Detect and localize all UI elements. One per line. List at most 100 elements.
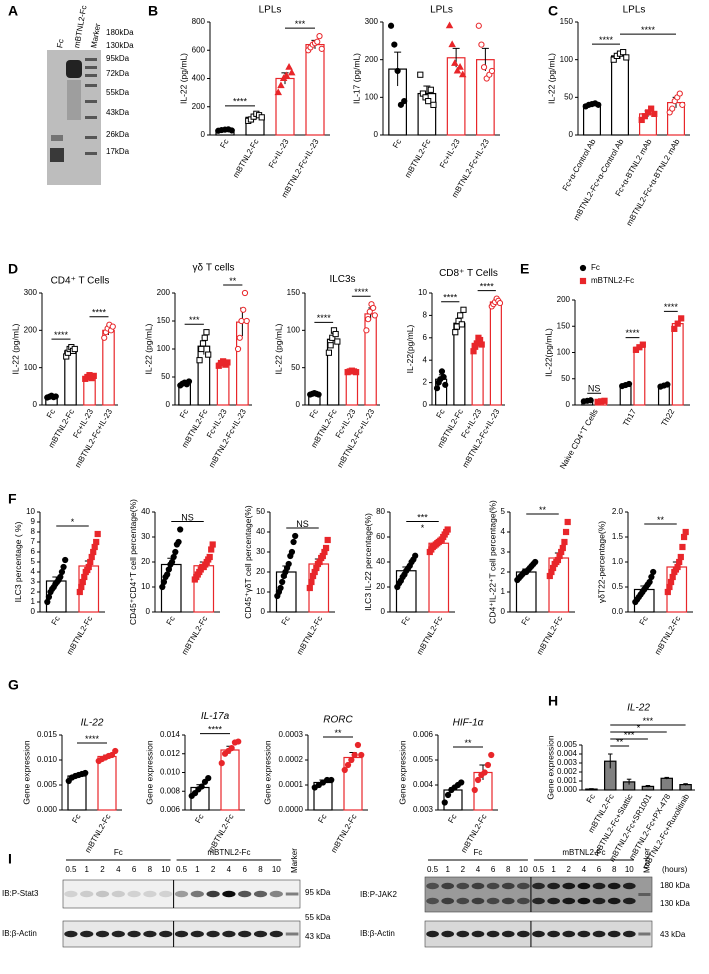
data-point: [364, 316, 372, 323]
lane-label: Marker: [89, 22, 102, 48]
x-tick-label: Fc+IL-23: [438, 137, 462, 170]
data-point: [274, 88, 283, 96]
chart-title: LPLs: [259, 5, 282, 16]
data-point: [71, 345, 78, 353]
significance-label: ****: [92, 308, 107, 318]
data-point: [445, 21, 454, 29]
marker-label: 26kDa: [106, 130, 130, 139]
y-axis-label: IL-22(pg/mL): [405, 325, 415, 374]
timepoint-label: 6: [491, 865, 496, 874]
y-tick-label: 200: [557, 295, 571, 304]
y-tick-label: 150: [287, 288, 301, 297]
y-tick-label: 100: [365, 92, 379, 101]
data-point: [387, 22, 395, 29]
timepoint-label: 0.5: [533, 865, 545, 874]
legend-label: mBTNL2-Fc: [591, 276, 634, 285]
blot-band: [426, 930, 439, 938]
data-point: [308, 578, 315, 586]
y-axis-label: Gene expression: [397, 740, 407, 805]
data-point: [175, 538, 182, 546]
y-axis-label: CD45⁺γδT cell percentage(%): [243, 505, 253, 619]
marker-label: 180 kDa: [660, 881, 690, 890]
significance-label: ****: [443, 293, 458, 303]
blot-band: [577, 897, 591, 905]
data-point: [241, 289, 249, 297]
marker-label: 130 kDa: [660, 899, 690, 908]
y-tick-label: 1.5: [612, 532, 624, 541]
marker-label: 72kDa: [106, 69, 130, 78]
data-point: [172, 548, 179, 556]
gel-band: [85, 58, 97, 61]
bar: [633, 346, 646, 406]
data-point: [170, 553, 177, 561]
blot-band: [190, 930, 204, 938]
data-point: [481, 769, 488, 776]
y-tick-label: 10: [26, 507, 35, 516]
y-tick-label: 1.0: [612, 557, 624, 566]
timepoint-label: 2: [567, 865, 572, 874]
data-point: [165, 566, 172, 573]
y-tick-label: 200: [157, 288, 171, 297]
x-tick-label: mBTNL2-Fc+α-Control Ab: [572, 137, 626, 222]
blot-band: [547, 930, 560, 938]
y-tick-label: 4: [31, 567, 36, 576]
data-point: [236, 334, 243, 341]
y-tick-label: 0.0: [612, 607, 624, 616]
blot-band: [501, 882, 515, 890]
blot-band: [206, 890, 220, 898]
y-tick-label: 100: [560, 55, 574, 64]
x-tick-label: mBTNL2-Fc: [329, 813, 358, 855]
x-tick-label: Fc: [400, 615, 412, 627]
x-tick-label: mBTNL2-Fc: [535, 615, 564, 657]
data-point: [351, 751, 358, 759]
y-tick-label: 30: [141, 532, 150, 541]
marker-label: 95 kDa: [305, 888, 331, 897]
blot-band: [471, 930, 485, 938]
timepoint-label: 10: [519, 865, 528, 874]
data-point: [682, 528, 689, 536]
timepoint-label: 2: [461, 865, 466, 874]
y-tick-label: 4: [501, 527, 506, 536]
data-point: [648, 573, 655, 581]
timepoint-label: 8: [258, 865, 263, 874]
x-tick-label: Th17: [621, 407, 638, 428]
blot-band: [456, 930, 470, 938]
y-tick-label: 10: [418, 288, 427, 297]
marker-label: 17kDa: [106, 147, 130, 156]
blot-band: [206, 930, 220, 938]
blot-band: [592, 897, 606, 905]
data-point: [101, 334, 108, 341]
data-point: [85, 563, 92, 571]
y-axis-label: IL-22(pg/mL): [543, 328, 553, 377]
y-tick-label: 50: [256, 507, 265, 516]
data-point: [224, 359, 231, 366]
x-tick-label: mBTNL2-Fc: [65, 615, 94, 657]
x-tick-label: Fc: [193, 813, 205, 825]
y-tick-label: 0.010: [160, 768, 181, 777]
y-axis-label: Gene expression: [144, 740, 154, 805]
y-tick-label: 0.005: [413, 755, 434, 764]
y-tick-label: 10: [256, 587, 265, 596]
timepoint-label: 10: [625, 865, 634, 874]
y-tick-label: 40: [256, 527, 265, 536]
blot-band: [486, 930, 500, 938]
timepoint-label: 4: [116, 865, 121, 874]
marker-label: 43 kDa: [305, 932, 331, 941]
gel-band: [85, 116, 97, 119]
gel-band: [50, 148, 64, 162]
chart-title: RORC: [323, 715, 353, 726]
data-point: [484, 761, 492, 769]
data-point: [58, 568, 66, 576]
data-point: [279, 578, 286, 586]
data-point: [595, 101, 602, 108]
y-tick-label: 300: [24, 288, 38, 297]
x-tick-label: Fc: [45, 408, 57, 420]
data-point: [322, 544, 330, 552]
y-tick-label: 0.005: [37, 780, 58, 789]
data-point: [160, 578, 168, 586]
data-point: [344, 761, 352, 769]
data-point: [677, 553, 684, 561]
chart-title: IL-17a: [201, 711, 230, 722]
group-label: Fc: [114, 848, 123, 857]
